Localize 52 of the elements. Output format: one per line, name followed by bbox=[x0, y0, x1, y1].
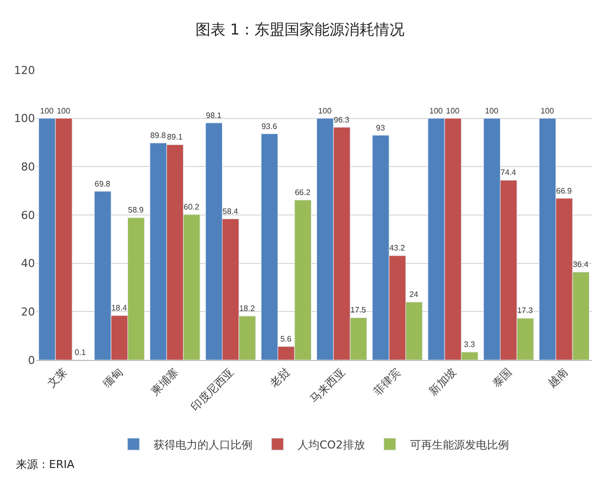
data-label: 98.1 bbox=[206, 110, 222, 120]
data-label: 24 bbox=[409, 290, 419, 299]
data-label: 36.4 bbox=[572, 260, 589, 270]
data-label: 100 bbox=[429, 106, 444, 116]
y-tick-label: 40 bbox=[21, 257, 35, 270]
y-tick-label: 100 bbox=[14, 112, 35, 126]
y-tick-label: 120 bbox=[14, 64, 35, 77]
data-label: 100 bbox=[484, 106, 499, 116]
x-tick-label: 柬埔寨 bbox=[148, 366, 182, 398]
data-label: 69.8 bbox=[94, 179, 111, 188]
data-label: 58.4 bbox=[222, 206, 239, 216]
data-label: 18.4 bbox=[111, 304, 128, 313]
x-tick-label: 老挝 bbox=[267, 366, 292, 390]
data-label: 74.4 bbox=[500, 168, 517, 178]
x-tick-label: 越南 bbox=[545, 366, 570, 390]
legend-label: 人均CO2排放 bbox=[298, 438, 365, 452]
data-label: 100 bbox=[540, 106, 554, 116]
x-tick-label: 缅甸 bbox=[100, 366, 126, 390]
data-label: 58.9 bbox=[128, 206, 144, 215]
data-label: 93 bbox=[376, 123, 386, 132]
chart-title: 图表 1：东盟国家能源消耗情况 bbox=[195, 20, 405, 38]
x-tick-label: 马来西亚 bbox=[308, 366, 348, 406]
y-tick-label: 60 bbox=[21, 208, 35, 222]
data-label: 96.3 bbox=[334, 115, 350, 124]
data-label: 100 bbox=[56, 106, 71, 116]
data-label: 43.2 bbox=[389, 244, 406, 253]
data-label: 89.8 bbox=[150, 130, 166, 140]
data-label: 66.9 bbox=[556, 186, 572, 196]
data-label: 89.1 bbox=[166, 132, 184, 142]
x-tick-label: 新加坡 bbox=[426, 366, 460, 398]
source-note: 来源：ERIA bbox=[16, 458, 75, 471]
y-tick-label: 80 bbox=[21, 160, 35, 174]
x-tick-label: 印度尼西亚 bbox=[188, 366, 237, 414]
data-label: 66.2 bbox=[294, 188, 311, 198]
data-label: 17.5 bbox=[350, 306, 367, 315]
data-label: 100 bbox=[446, 106, 460, 116]
data-label: 93.6 bbox=[261, 122, 278, 131]
y-tick-label: 20 bbox=[21, 306, 35, 319]
x-tick-label: 菲律宾 bbox=[370, 366, 404, 398]
data-label: 100 bbox=[318, 106, 332, 116]
data-label: 0.1 bbox=[74, 348, 86, 357]
data-label: 60.2 bbox=[184, 202, 200, 212]
x-tick-label: 文莱 bbox=[45, 366, 70, 390]
data-label: 5.6 bbox=[280, 334, 292, 344]
data-label: 18.2 bbox=[239, 304, 256, 314]
y-tick-label: 0 bbox=[28, 354, 35, 367]
legend-label: 可再生能源发电比例 bbox=[410, 438, 509, 452]
data-label: 3.3 bbox=[464, 340, 476, 350]
data-label: 100 bbox=[40, 106, 54, 116]
data-label: 17.3 bbox=[517, 306, 534, 316]
legend-label: 获得电力的人口比例 bbox=[154, 438, 252, 452]
x-tick-label: 泰国 bbox=[490, 366, 515, 390]
